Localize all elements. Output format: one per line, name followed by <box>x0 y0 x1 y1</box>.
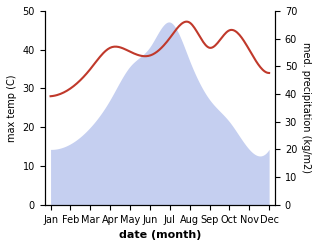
Y-axis label: med. precipitation (kg/m2): med. precipitation (kg/m2) <box>301 42 311 173</box>
X-axis label: date (month): date (month) <box>119 230 201 240</box>
Y-axis label: max temp (C): max temp (C) <box>7 74 17 142</box>
